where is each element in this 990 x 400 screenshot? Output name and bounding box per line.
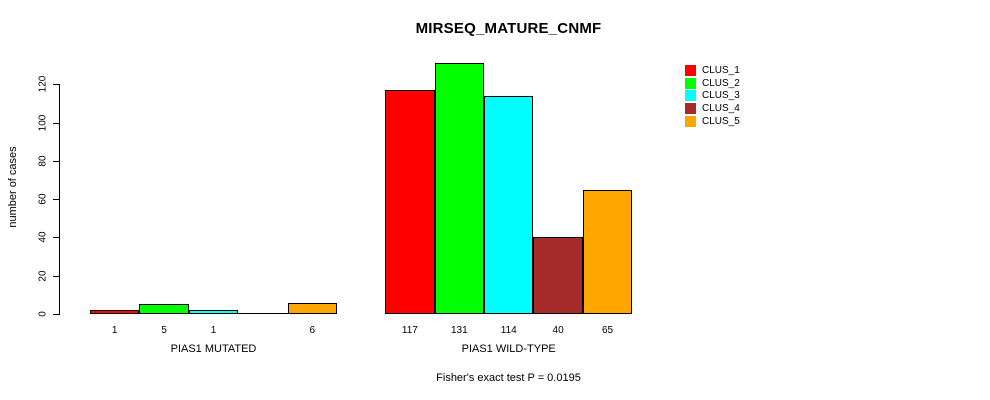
bar-value-label: 1 bbox=[111, 325, 118, 336]
bar-value-label: 65 bbox=[601, 325, 614, 336]
bar-value-label: 6 bbox=[309, 325, 316, 336]
legend-item-clus_1: CLUS_1 bbox=[685, 64, 740, 77]
fisher-test-annotation: Fisher's exact test P = 0.0195 bbox=[436, 372, 581, 384]
y-tick-label: 120 bbox=[37, 75, 49, 93]
y-axis-tick bbox=[53, 84, 59, 85]
bar-clus_3-mutated bbox=[189, 310, 238, 314]
legend-swatch bbox=[685, 90, 696, 102]
y-tick-label: 100 bbox=[37, 114, 49, 132]
y-axis-line bbox=[59, 84, 60, 315]
bar-value-label: 114 bbox=[500, 325, 517, 336]
y-tick-label: 20 bbox=[37, 270, 49, 282]
y-axis-tick bbox=[53, 237, 59, 238]
y-axis-tick bbox=[53, 276, 59, 277]
legend-swatch bbox=[685, 103, 696, 115]
bar-value-label: 5 bbox=[161, 325, 167, 336]
legend-item-clus_5: CLUS_5 bbox=[685, 115, 740, 128]
legend-label: CLUS_3 bbox=[702, 90, 740, 102]
chart-title: MIRSEQ_MATURE_CNMF bbox=[415, 20, 602, 37]
legend-label: CLUS_4 bbox=[702, 103, 740, 115]
y-axis-tick bbox=[53, 123, 59, 124]
legend-swatch bbox=[685, 64, 696, 76]
bar-clus_3-wild-type bbox=[484, 96, 533, 314]
bar-value-label: 40 bbox=[552, 325, 564, 336]
bar-clus_2-wild-type bbox=[435, 63, 484, 314]
bar-clus_1-mutated bbox=[90, 310, 139, 314]
bar-value-label: 1 bbox=[210, 325, 217, 336]
y-axis-tick bbox=[53, 314, 59, 315]
y-axis-tick bbox=[53, 199, 59, 200]
legend-label: CLUS_2 bbox=[702, 77, 740, 89]
bar-clus_4-mutated bbox=[238, 313, 288, 314]
legend-label: CLUS_1 bbox=[702, 64, 740, 76]
y-tick-label: 0 bbox=[37, 311, 49, 317]
bar-value-label: 131 bbox=[450, 325, 468, 336]
legend-label: CLUS_5 bbox=[702, 116, 740, 128]
legend-item-clus_2: CLUS_2 bbox=[685, 77, 740, 90]
y-tick-label: 80 bbox=[37, 155, 49, 167]
legend-swatch bbox=[685, 116, 696, 128]
y-tick-label: 60 bbox=[37, 193, 49, 205]
legend-swatch bbox=[685, 77, 696, 89]
bar-clus_2-mutated bbox=[139, 304, 189, 314]
y-axis-label: number of cases bbox=[7, 146, 19, 228]
y-tick-label: 40 bbox=[37, 231, 49, 243]
group-label: PIAS1 WILD-TYPE bbox=[461, 343, 556, 355]
group-label: PIAS1 MUTATED bbox=[170, 343, 257, 355]
legend: CLUS_1 CLUS_2 CLUS_3 CLUS_4 CLUS_5 bbox=[685, 64, 740, 128]
y-axis-tick bbox=[53, 161, 59, 162]
bar-value-label: 117 bbox=[401, 325, 418, 336]
bar-clus_1-wild-type bbox=[385, 90, 435, 314]
bar-clus_5-mutated bbox=[288, 303, 337, 314]
bar-clus_5-wild-type bbox=[583, 190, 632, 314]
legend-item-clus_3: CLUS_3 bbox=[685, 90, 740, 103]
legend-item-clus_4: CLUS_4 bbox=[685, 102, 740, 115]
bar-clus_4-wild-type bbox=[533, 237, 583, 314]
